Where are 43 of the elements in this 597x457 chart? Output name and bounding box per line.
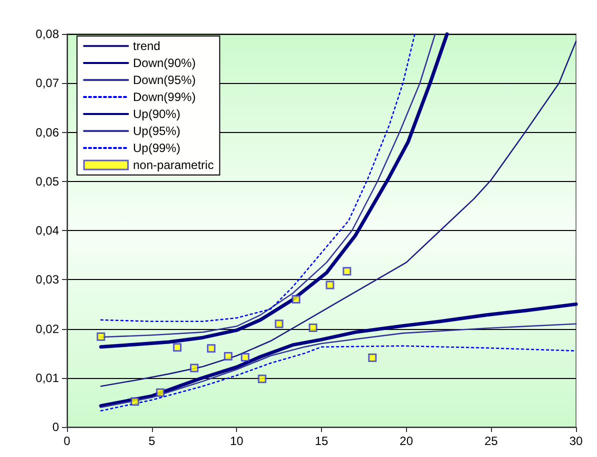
point bbox=[96, 332, 106, 341]
y-tick-label: 0,08 bbox=[36, 27, 60, 41]
legend-label: Down(90%) bbox=[133, 56, 196, 70]
legend-label: Up(95%) bbox=[133, 124, 180, 138]
point bbox=[368, 353, 377, 362]
point bbox=[190, 364, 198, 372]
legend-label: Up(99%) bbox=[133, 141, 180, 155]
x-tick-label: 15 bbox=[314, 434, 328, 448]
line-series bbox=[99, 302, 578, 408]
y-tick-label: 0,07 bbox=[36, 76, 60, 90]
legend-label: Down(99%) bbox=[133, 90, 196, 104]
line-series bbox=[100, 40, 577, 387]
point bbox=[173, 343, 182, 352]
legend-label: Down(95%) bbox=[133, 73, 196, 87]
y-tick-label: 0,02 bbox=[36, 322, 60, 336]
point bbox=[206, 344, 216, 353]
line-series bbox=[100, 323, 577, 408]
point bbox=[326, 280, 334, 290]
y-tick-label: 0,06 bbox=[36, 125, 60, 140]
legend-label: Up(90%) bbox=[133, 107, 180, 121]
x-tick-label: 10 bbox=[230, 434, 244, 448]
y-tick-label: 0,04 bbox=[36, 224, 60, 238]
x-tick-label: 20 bbox=[400, 434, 414, 448]
point bbox=[156, 388, 165, 397]
point bbox=[292, 295, 300, 304]
x-tick-label: 25 bbox=[484, 434, 498, 448]
point bbox=[240, 352, 250, 362]
y-tick-label: 0,01 bbox=[36, 370, 60, 385]
x-tick-label: 0 bbox=[64, 434, 71, 448]
point bbox=[308, 324, 318, 332]
point bbox=[130, 397, 140, 406]
x-tick-label: 30 bbox=[569, 434, 583, 448]
point bbox=[342, 267, 352, 276]
legend-label: non-parametric bbox=[133, 158, 214, 172]
point bbox=[258, 374, 266, 384]
point bbox=[274, 320, 284, 328]
y-tick-label: 0,03 bbox=[36, 272, 60, 287]
legend-label: trend bbox=[133, 39, 160, 53]
y-tick-label: 0,05 bbox=[36, 174, 60, 188]
point bbox=[224, 352, 232, 361]
x-tick-label: 5 bbox=[148, 434, 156, 448]
y-tick-label: 0 bbox=[52, 420, 60, 434]
line-series bbox=[100, 345, 577, 412]
